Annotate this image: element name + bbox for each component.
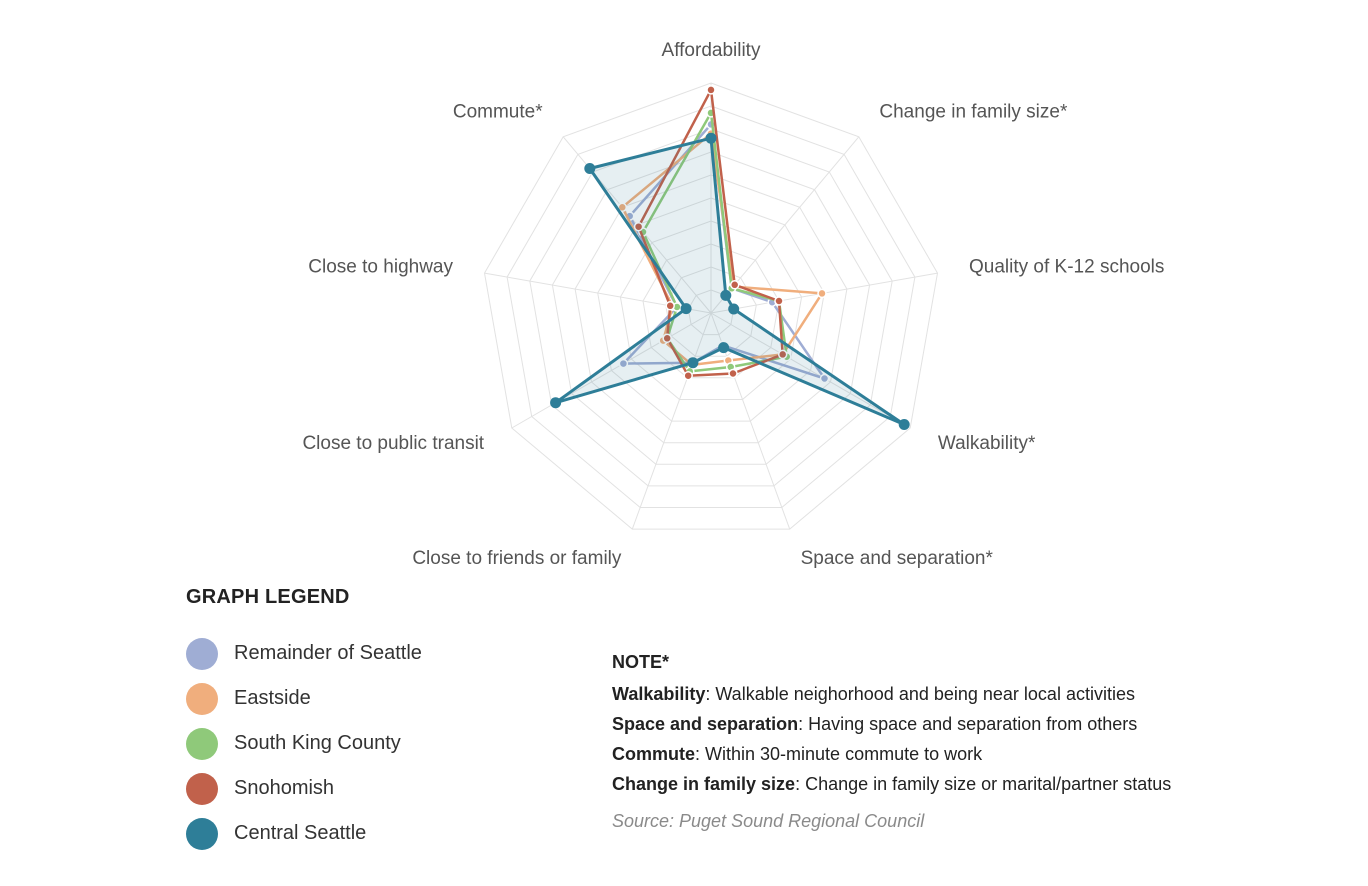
note-term: Space and separation — [612, 714, 799, 734]
axis-label: Commute* — [453, 101, 543, 122]
grid-ring — [619, 220, 803, 400]
legend-label: Central Seattle — [234, 822, 367, 844]
radar-chart: Affordability Change in family size* Quali… — [302, 40, 1164, 569]
note-text: : Having space and separation from other… — [798, 714, 1138, 734]
data-point — [618, 358, 629, 369]
axis-label: Close to highway — [308, 257, 453, 278]
series-line — [554, 136, 906, 426]
grid-ring — [551, 151, 871, 465]
data-point — [720, 289, 732, 301]
note-text: : Within 30-minute commute to work — [695, 744, 983, 764]
series-line — [621, 132, 824, 367]
legend-label: Remainder of Seattle — [234, 642, 422, 664]
axis-label: Space and separation* — [801, 548, 994, 569]
grid-ring — [597, 197, 825, 422]
axis-spoke — [511, 312, 712, 429]
axis-label: Affordability — [662, 40, 761, 61]
data-point — [819, 373, 830, 384]
axis-label: Quality of K-12 schools — [969, 257, 1164, 278]
radar-series-layer — [550, 85, 910, 430]
note-line-space-and-separation: Space and separation: Having space and s… — [612, 709, 1171, 739]
note-text: : Walkable neighorhood and being near lo… — [705, 684, 1135, 704]
legend-swatch-circle-icon — [186, 772, 218, 805]
source-credit: Source: Puget Sound Regional Council — [612, 811, 925, 831]
legend-label: Eastside — [234, 687, 311, 709]
note-line-commute: Commute: Within 30-minute commute to wor… — [612, 739, 1171, 769]
note-text: : Change in family size or marital/partn… — [795, 774, 1172, 794]
grid-ring — [574, 174, 848, 444]
data-point — [898, 419, 910, 430]
data-point — [584, 163, 596, 174]
data-point — [683, 370, 693, 381]
legend-swatch-circle-icon — [186, 817, 218, 850]
legend-title: GRAPH LEGEND — [186, 586, 350, 608]
legend-label: South King County — [234, 732, 401, 754]
note-line-walkability: Walkability: Walkable neighorhood and be… — [612, 679, 1171, 709]
data-point — [633, 221, 644, 232]
note-title: NOTE* — [612, 652, 670, 672]
axis-label: Close to friends or family — [412, 548, 622, 569]
legend-swatch-circle-icon — [186, 727, 218, 760]
data-point — [718, 342, 730, 354]
series-snohomish — [633, 85, 788, 381]
legend-item-central-seattle: Central Seattle — [186, 811, 422, 856]
note-term: Change in family size — [612, 774, 796, 794]
data-point — [662, 333, 672, 344]
legend-label: Snohomish — [234, 777, 335, 799]
grid-ring — [506, 105, 916, 508]
legend-item-remainder-of-seattle: Remainder of Seattle — [186, 631, 422, 676]
data-point — [680, 303, 692, 315]
axis-label: Close to public transit — [302, 433, 484, 454]
radar-grid — [483, 82, 939, 530]
note-box: NOTE* Walkability: Walkable neighorhood … — [612, 652, 1171, 832]
legend-swatch-circle-icon — [186, 637, 218, 670]
series-central-seattle — [550, 132, 910, 430]
legend-item-snohomish: Snohomish — [186, 766, 422, 811]
grid-ring — [483, 82, 939, 530]
data-point — [817, 288, 827, 299]
series-line — [637, 88, 784, 377]
legend-item-south-king-county: South King County — [186, 721, 422, 766]
data-point — [705, 132, 717, 144]
axis-label: Walkability* — [938, 433, 1036, 454]
grid-ring — [529, 128, 893, 487]
data-point — [729, 280, 740, 290]
data-point — [777, 349, 788, 360]
data-point — [728, 368, 738, 379]
data-point — [728, 303, 740, 315]
data-point — [687, 357, 699, 369]
data-point — [774, 296, 784, 306]
data-point — [550, 397, 562, 409]
note-line-change-in-family-size: Change in family size: Change in family … — [612, 769, 1171, 799]
note-term: Walkability — [612, 684, 706, 704]
graph-legend: GRAPH LEGEND Remainder of Seattle Eastsi… — [186, 586, 422, 856]
axis-spoke — [710, 312, 911, 429]
legend-swatch-circle-icon — [186, 682, 218, 715]
axis-label: Change in family size* — [879, 101, 1068, 122]
data-point — [706, 85, 716, 95]
legend-item-eastside: Eastside — [186, 676, 422, 721]
grid-ring — [642, 243, 780, 379]
radar-axis-labels: Affordability Change in family size* Quali… — [302, 40, 1164, 569]
axis-spoke — [631, 312, 712, 530]
data-point — [665, 301, 675, 311]
data-point — [617, 202, 628, 213]
note-term: Commute — [612, 744, 696, 764]
